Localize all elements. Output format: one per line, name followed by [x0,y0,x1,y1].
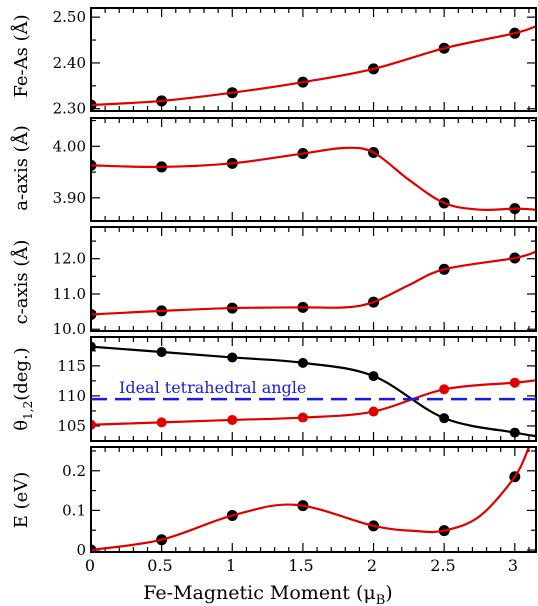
data-point [509,427,520,438]
x-tick-label: 0.5 [147,556,172,575]
x-tick-label: 1.5 [288,556,313,575]
y-axis-label: Fe-As (Å) [10,14,32,97]
x-tick-label: 2 [367,556,377,575]
panel-frame [90,7,537,112]
y-tick-label: 2.40 [53,54,86,72]
data-point [91,419,96,430]
panel-frame [90,117,537,222]
data-point [297,357,308,368]
y-tick-label: 115 [57,357,86,375]
x-tick-label: 1 [226,556,236,575]
series-line [91,447,530,552]
series-line [91,379,536,426]
data-point [297,412,308,423]
y-axis-label-theta: θ1,2(deg.) [11,347,35,430]
data-point [368,371,379,382]
y-tick-label: 110 [57,387,86,405]
y-tick-label: 12.0 [53,250,86,268]
y-tick-label: 3.90 [53,189,86,207]
series-line [91,345,536,438]
y-tick-label: 105 [57,417,86,435]
panel-c-axis: 10.0 11.0 12.0 c-axis (Å) [10,226,537,338]
data-point [156,347,167,358]
y-tick-label: 10.0 [53,320,86,338]
series-line [91,250,536,316]
y-tick-label: 0.2 [62,462,86,480]
x-tick-label: 2.5 [430,556,455,575]
y-axis-label: a-axis (Å) [10,125,32,210]
y-axis-label: c-axis (Å) [10,240,32,325]
y-tick-label: 2.30 [53,100,86,118]
y-tick-label: 0 [76,541,86,559]
y-tick-label: 11.0 [53,285,86,303]
data-point [509,377,520,388]
y-tick-label: 0.1 [62,501,86,519]
panel-frame [90,226,537,332]
series-line [91,146,536,212]
ideal-tetrahedral-angle-annotation: Ideal tetrahedral angle [119,378,306,397]
y-tick-label: 2.50 [53,8,86,26]
data-point [91,341,96,352]
data-point [368,406,379,417]
data-point [439,384,450,395]
data-point [227,414,238,425]
panel-fe-as: 2.30 2.40 2.50 Fe-As (Å) [10,7,537,118]
y-axis-label: E (eV) [11,472,32,529]
series-line [91,25,536,107]
x-tick-label: 0 [85,556,95,575]
y-tick-label: 4.00 [53,137,86,155]
data-point [439,413,450,424]
x-tick-labels: 0 0.5 1 1.5 2 2.5 3 [85,556,518,575]
panel-a-axis: 3.90 4.00 a-axis (Å) [10,117,537,222]
x-tick-label: 3 [508,556,518,575]
data-point [156,417,167,428]
data-point [227,352,238,363]
x-axis-label: Fe-Magnetic Moment (μB) [143,582,392,606]
panel-energy: 0 0.1 0.2 E (eV) [11,446,537,559]
panel-frame [90,446,537,553]
panel-frame [90,336,537,442]
panel-theta: 105 110 115 [57,336,537,442]
